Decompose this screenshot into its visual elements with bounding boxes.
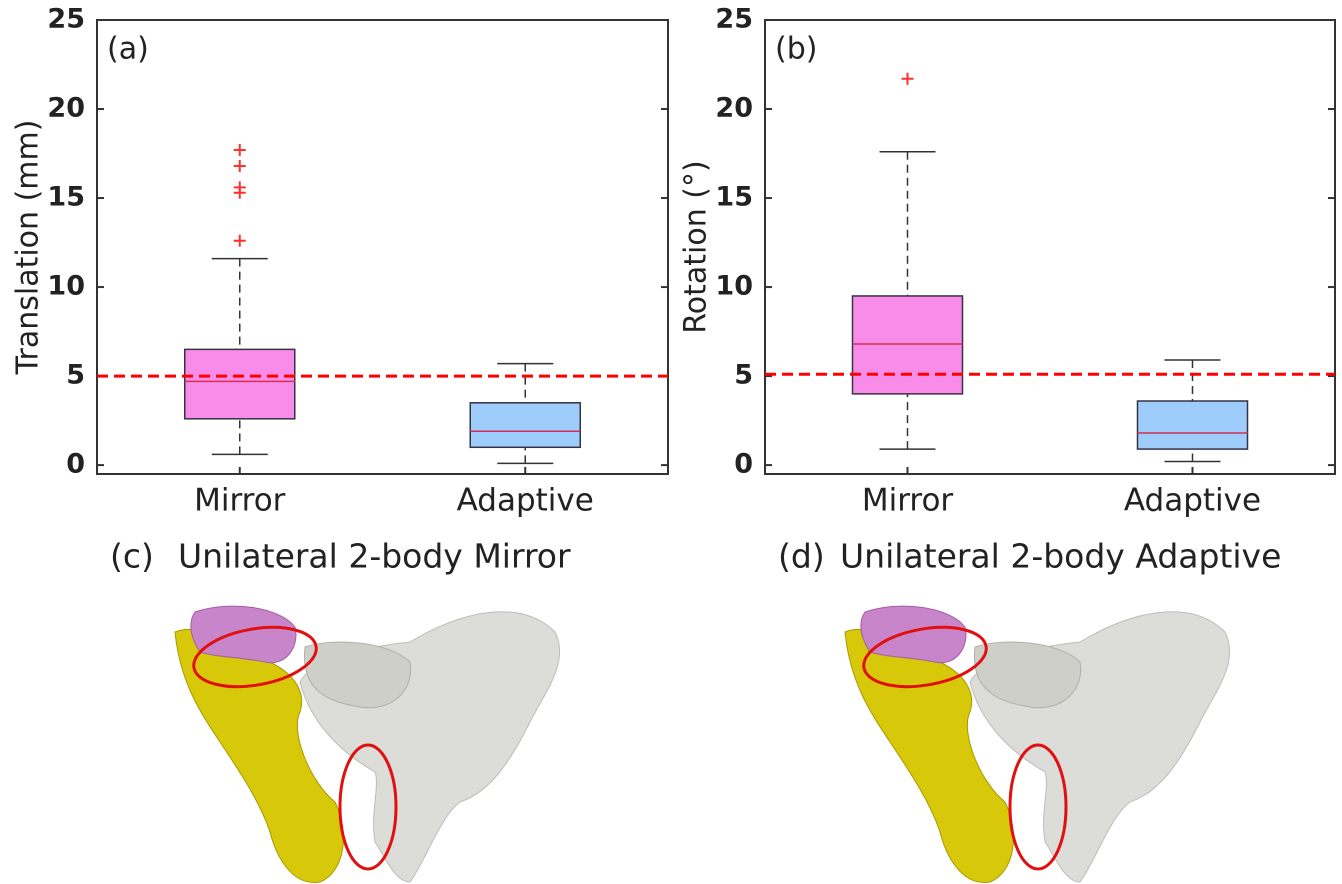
image-label: (c) (110, 537, 154, 576)
x-tick-label: Mirror (194, 483, 286, 519)
plot-area (765, 20, 1335, 474)
image-caption: Unilateral 2-body Adaptive (840, 537, 1281, 576)
pelvis-image (845, 606, 1230, 882)
y-tick-label: 20 (47, 93, 85, 124)
figure: (c) Unilateral 2-body Mirror (d) Unilate… (0, 0, 1342, 884)
x-tick-label: Adaptive (1124, 483, 1261, 519)
y-tick-label: 5 (66, 360, 85, 391)
panel-label: (b) (775, 32, 817, 67)
y-tick-label: 10 (47, 271, 85, 302)
panel-label: (a) (107, 32, 149, 67)
y-axis-label: Translation (mm) (11, 120, 46, 376)
outlier (902, 73, 914, 85)
y-tick-label: 15 (47, 182, 85, 213)
y-tick-label: 25 (715, 4, 753, 35)
outlier (234, 187, 246, 199)
image-label: (d) (778, 537, 825, 576)
y-axis-label: Rotation (°) (679, 160, 714, 333)
x-tick-label: Adaptive (457, 483, 594, 519)
y-tick-label: 25 (47, 4, 85, 35)
box (1138, 401, 1248, 449)
y-tick-label: 15 (715, 182, 753, 213)
outlier (234, 160, 246, 172)
image-caption: Unilateral 2-body Mirror (178, 537, 571, 576)
plot-area (97, 20, 668, 474)
y-tick-label: 0 (66, 449, 85, 480)
outlier (234, 144, 246, 156)
pelvis-image (175, 606, 560, 882)
y-tick-label: 10 (715, 271, 753, 302)
box (470, 403, 580, 448)
box (853, 296, 963, 394)
x-tick-label: Mirror (862, 483, 954, 519)
outlier (234, 235, 246, 247)
box (185, 349, 295, 418)
y-tick-label: 20 (715, 93, 753, 124)
y-tick-label: 0 (734, 449, 753, 480)
y-tick-label: 5 (734, 360, 753, 391)
